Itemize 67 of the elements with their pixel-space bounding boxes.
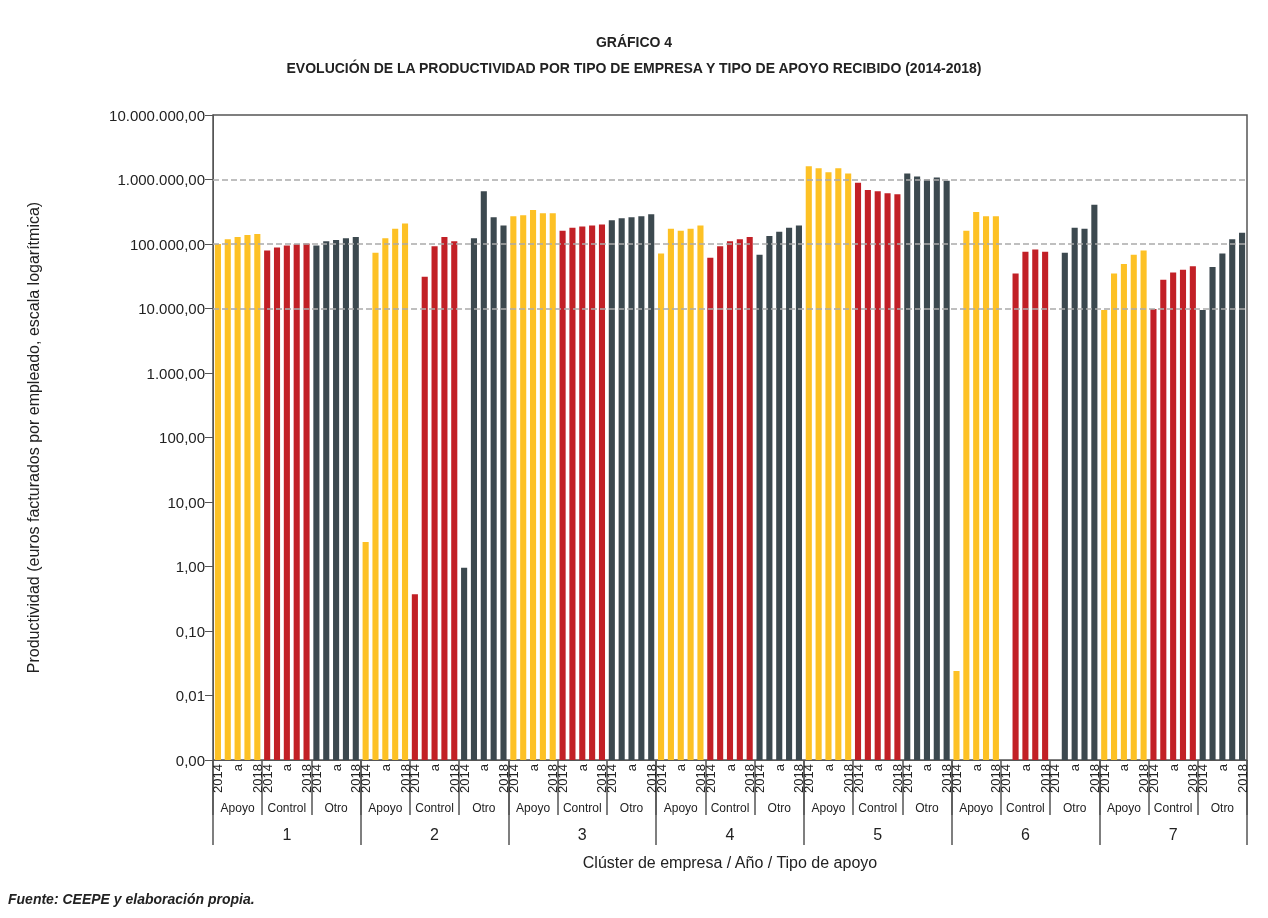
x-tick-label: a: [1214, 763, 1230, 772]
text: 2: [430, 825, 440, 843]
x-tick-label: a: [1116, 763, 1132, 772]
x-tick-label: 2014: [210, 764, 226, 793]
text: Control: [1006, 801, 1045, 815]
text: Apoyo: [1106, 801, 1142, 815]
y-tick-label: 1.000.000,00: [117, 171, 205, 188]
x-tick-label: a: [624, 763, 640, 772]
text: Control: [562, 801, 602, 815]
chart-title: GRÁFICO 4: [595, 34, 673, 50]
x-axis-title: Clúster de empresa / Año / Tipo de apoyo: [582, 853, 878, 871]
chart-subtitle: EVOLUCIÓN DE LA PRODUCTIVIDAD POR TIPO DE EMPRESA Y TIPO DE APOYO RECIBIDO (2014-2018): [286, 59, 982, 76]
y-tick-label: 10,00: [167, 493, 205, 511]
text: 7: [1168, 825, 1178, 843]
text: Otro: [1062, 801, 1087, 815]
text: Apoyo: [663, 801, 699, 815]
text: 1: [282, 825, 292, 843]
text: Control: [267, 801, 307, 815]
x-tick-label: a: [279, 763, 295, 772]
text: Apoyo: [516, 801, 551, 815]
text: Apoyo: [368, 801, 403, 815]
x-tick-label: a: [230, 763, 246, 772]
y-tick-label: 0,00: [175, 751, 205, 769]
x-tick-label: a: [328, 763, 344, 772]
y-tick-label: 1,00: [175, 558, 205, 575]
x-tick-label: a: [1067, 763, 1083, 772]
x-tick-label: a: [722, 763, 738, 772]
text: Otro: [915, 801, 939, 815]
x-tick-label: a: [673, 763, 689, 772]
x-tick-label: 2018: [1234, 764, 1250, 793]
y-axis-title: Productividad (euros facturados por empleado, escala logarítmica): [24, 201, 42, 674]
text: Apoyo: [811, 801, 846, 815]
text: Control: [858, 801, 898, 815]
x-tick-label: a: [427, 763, 443, 772]
y-tick-label: 0,01: [175, 687, 205, 704]
text: Otro: [767, 801, 792, 815]
y-tick-label: 1.000,00: [146, 364, 205, 382]
text: Control: [710, 801, 750, 815]
text: Otro: [472, 801, 496, 815]
y-tick-label: 100.000,00: [129, 235, 205, 253]
x-tick-label: a: [771, 763, 787, 772]
text: Otro: [324, 801, 349, 815]
x-tick-label: a: [1017, 763, 1033, 772]
text: Control: [415, 801, 454, 815]
text: Apoyo: [220, 801, 255, 815]
y-tick-label: 0,10: [175, 622, 205, 640]
text: Control: [1153, 801, 1193, 815]
text: 6: [1020, 825, 1030, 843]
text: 4: [725, 825, 735, 843]
text: Otro: [619, 801, 644, 815]
x-tick-label: a: [476, 763, 492, 772]
y-tick-label: 10.000,00: [138, 300, 205, 317]
text: 5: [873, 825, 883, 843]
x-tick-label: a: [968, 763, 984, 772]
x-tick-label: a: [574, 763, 590, 772]
x-tick-label: a: [870, 763, 886, 772]
text: Otro: [1210, 801, 1235, 815]
x-tick-label: a: [377, 763, 393, 772]
y-tick-label: 100,00: [159, 429, 205, 446]
y-tick-label: 10.000.000,00: [109, 106, 205, 124]
x-tick-label: a: [525, 763, 541, 772]
text: 3: [577, 825, 587, 843]
text: Apoyo: [959, 801, 994, 815]
x-tick-label: a: [919, 763, 935, 772]
x-tick-label: a: [820, 763, 836, 772]
source-note: Fuente: CEEPE y elaboración propia.: [8, 891, 255, 907]
x-tick-label: a: [1165, 763, 1181, 772]
